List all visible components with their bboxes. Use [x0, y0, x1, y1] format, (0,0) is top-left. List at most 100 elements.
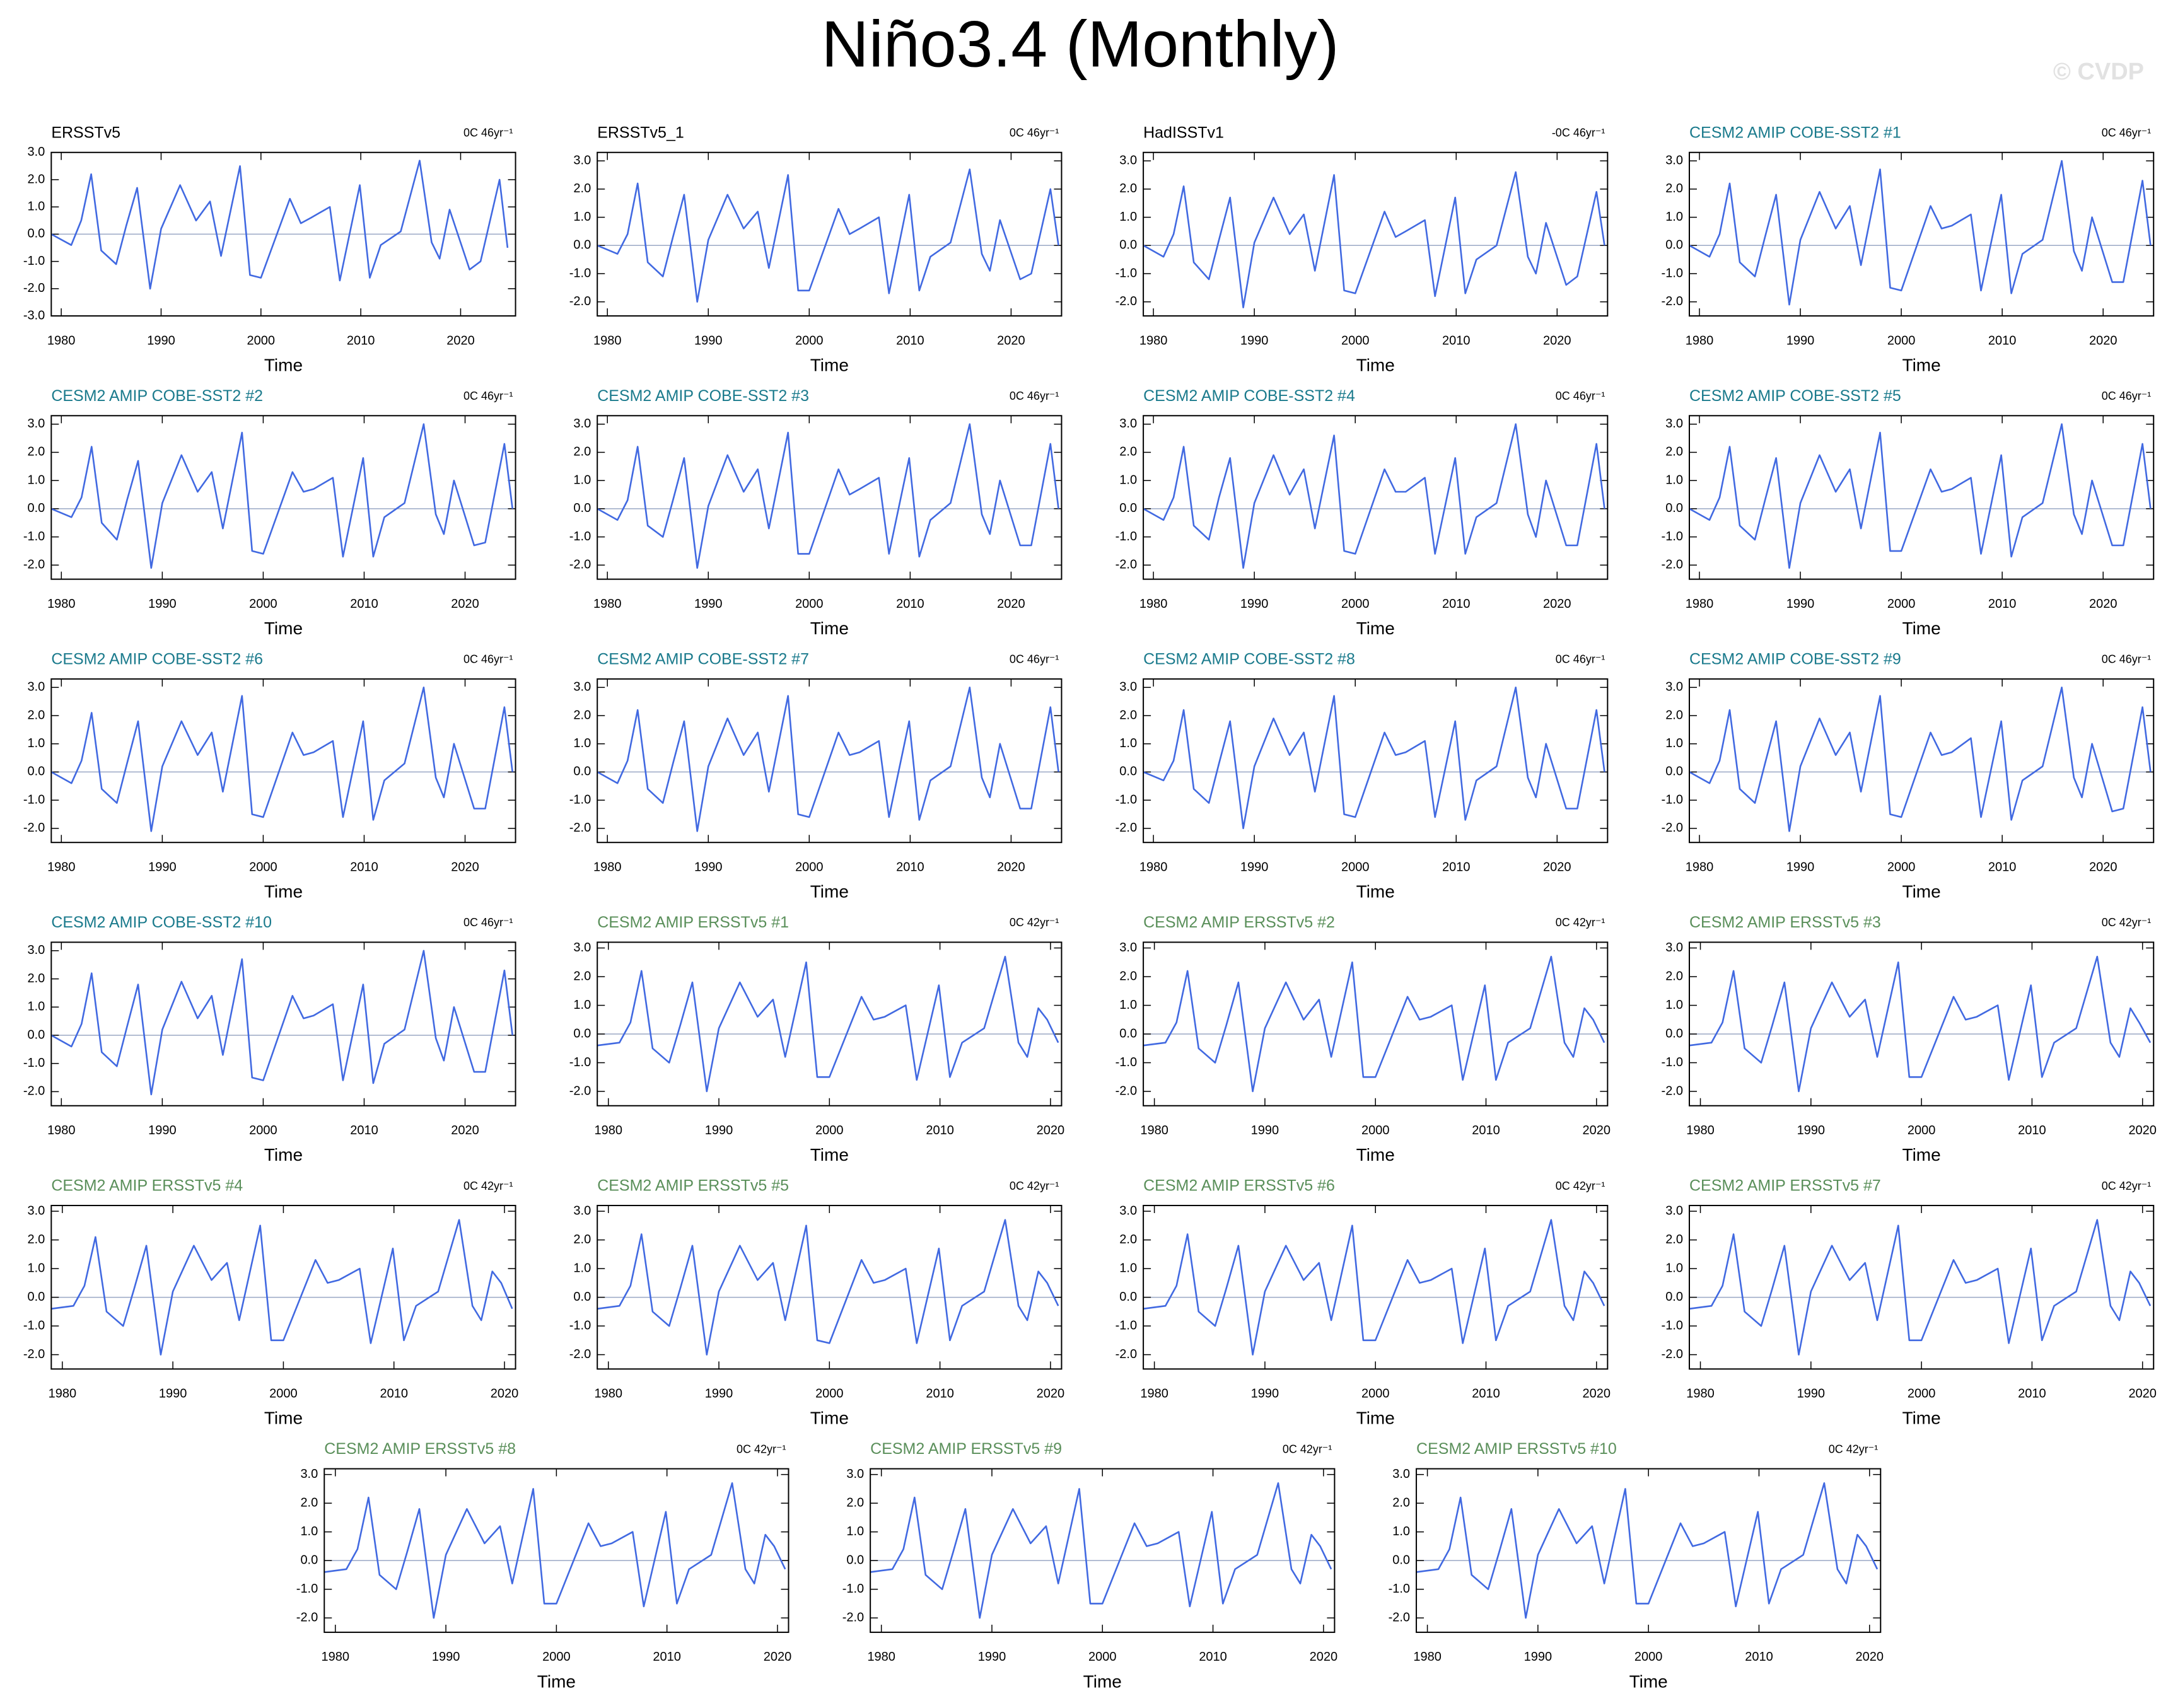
series-line [50, 950, 513, 1096]
x-axis-label: Time [810, 882, 849, 902]
x-axis-label: Time [1356, 1145, 1395, 1165]
panel-frame [1689, 151, 2155, 317]
x-tick-label: 2000 [1634, 1650, 1663, 1664]
x-tick-label: 2020 [451, 860, 479, 874]
x-tick-label: 1990 [694, 597, 723, 611]
y-tick-label: 3.0 [28, 417, 45, 431]
x-tick-label: 2000 [795, 860, 824, 874]
series-line [1689, 423, 2152, 569]
y-tick-label: 1.0 [28, 199, 45, 213]
y-tick-label: 3.0 [573, 941, 591, 955]
panel-title: CESM2 AMIP COBE-SST2 #8 [1143, 650, 1355, 668]
x-axis-label: Time [1356, 1409, 1395, 1428]
y-tick-label: 3.0 [1119, 1204, 1137, 1217]
y-tick-label: 0.0 [28, 1290, 45, 1304]
y-tick-label: 3.0 [28, 680, 45, 694]
y-tick-label: 3.0 [1665, 680, 1683, 694]
series-line [1689, 1219, 2152, 1356]
series-line [50, 160, 509, 290]
trend-label: 0C 46yr⁻¹ [1556, 390, 1605, 402]
y-tick-label: 3.0 [28, 145, 45, 159]
panel-title: CESM2 AMIP ERSSTv5 #3 [1689, 914, 1881, 931]
panel: CESM2 AMIP ERSSTv5 #3 0C 42yr⁻¹ -2.0 -1.0 0.… [1662, 914, 2157, 1165]
y-tick-label: 1.0 [1119, 210, 1137, 224]
y-tick-label: -1.0 [569, 530, 591, 543]
x-tick-label: 1990 [148, 597, 177, 611]
series-line [1689, 955, 2152, 1093]
trend-label: 0C 46yr⁻¹ [463, 390, 513, 402]
x-tick-label: 2010 [653, 1650, 681, 1664]
panel: CESM2 AMIP COBE-SST2 #4 0C 46yr⁻¹ -2.0 -1.0… [1116, 387, 1609, 638]
x-tick-label: 2020 [1037, 1124, 1065, 1137]
y-tick-label: 1.0 [1665, 998, 1683, 1012]
x-axis-label: Time [1902, 1145, 1941, 1165]
panel-frame [1143, 415, 1609, 580]
y-tick-label: 1.0 [28, 1261, 45, 1275]
series-line [597, 687, 1059, 832]
y-tick-label: 2.0 [573, 708, 591, 722]
y-tick-label: -2.0 [842, 1610, 864, 1624]
x-tick-label: 2020 [451, 597, 479, 611]
trend-label: 0C 46yr⁻¹ [2102, 126, 2152, 139]
x-tick-label: 2020 [1543, 334, 1571, 347]
x-tick-label: 2020 [491, 1387, 519, 1401]
y-tick-label: 2.0 [573, 445, 591, 459]
x-tick-label: 1990 [1797, 1124, 1826, 1137]
x-axis-label: Time [264, 355, 303, 375]
y-tick-label: 3.0 [1119, 941, 1137, 955]
x-tick-label: 2010 [1988, 597, 2017, 611]
x-tick-label: 1990 [432, 1650, 460, 1664]
x-tick-label: 1990 [705, 1124, 733, 1137]
panel-title: CESM2 AMIP COBE-SST2 #9 [1689, 650, 1901, 668]
y-tick-label: -1.0 [1116, 1318, 1137, 1332]
x-tick-label: 2020 [2128, 1387, 2157, 1401]
trend-label: 0C 42yr⁻¹ [2102, 1180, 2152, 1192]
trend-label: 0C 46yr⁻¹ [463, 126, 513, 139]
y-tick-label: 0.0 [1119, 1290, 1137, 1304]
x-tick-label: 2010 [1988, 334, 2017, 347]
series-line [1143, 955, 1605, 1093]
y-tick-label: 0.0 [846, 1553, 864, 1567]
y-tick-label: 3.0 [1665, 1204, 1683, 1217]
panel-frame [50, 678, 516, 844]
y-tick-label: 2.0 [28, 1233, 45, 1246]
trend-label: 0C 46yr⁻¹ [1010, 390, 1059, 402]
x-tick-label: 1980 [1139, 860, 1168, 874]
y-tick-label: 2.0 [28, 708, 45, 722]
x-tick-label: 2000 [542, 1650, 571, 1664]
y-tick-label: -2.0 [1389, 1610, 1410, 1624]
y-tick-label: 1.0 [28, 1000, 45, 1014]
x-axis-label: Time [1902, 882, 1941, 902]
y-tick-label: 1.0 [1119, 1261, 1137, 1275]
panel: CESM2 AMIP COBE-SST2 #6 0C 46yr⁻¹ -2.0 -1.0… [23, 650, 516, 902]
panel-frame [1143, 1205, 1609, 1370]
panel: CESM2 AMIP COBE-SST2 #5 0C 46yr⁻¹ -2.0 -1.0… [1662, 387, 2155, 638]
x-tick-label: 2000 [815, 1387, 844, 1401]
x-tick-label: 2000 [1088, 1650, 1117, 1664]
y-tick-label: 0.0 [573, 1026, 591, 1040]
x-axis-label: Time [1902, 1409, 1941, 1428]
y-tick-label: -2.0 [1662, 1347, 1683, 1361]
x-tick-label: 1990 [1524, 1650, 1553, 1664]
y-tick-label: -2.0 [23, 281, 45, 295]
x-tick-label: 1980 [47, 860, 76, 874]
y-tick-label: 2.0 [1665, 445, 1683, 459]
x-tick-label: 2010 [350, 860, 378, 874]
panel-frame [1143, 941, 1609, 1107]
y-tick-label: 0.0 [573, 501, 591, 515]
x-tick-label: 2000 [249, 860, 277, 874]
y-tick-label: 3.0 [573, 417, 591, 431]
x-axis-label: Time [810, 619, 849, 638]
trend-label: -0C 46yr⁻¹ [1552, 126, 1605, 139]
y-tick-label: 2.0 [1119, 708, 1137, 722]
y-tick-label: 2.0 [300, 1496, 318, 1509]
x-tick-label: 2000 [249, 1124, 277, 1137]
x-tick-label: 2020 [997, 597, 1025, 611]
y-tick-label: -2.0 [1116, 1084, 1137, 1098]
panel-title: CESM2 AMIP ERSSTv5 #6 [1143, 1177, 1335, 1195]
y-tick-label: -1.0 [569, 1318, 591, 1332]
x-tick-label: 2020 [451, 1124, 479, 1137]
y-tick-label: -3.0 [23, 308, 45, 322]
x-tick-label: 1980 [322, 1650, 350, 1664]
